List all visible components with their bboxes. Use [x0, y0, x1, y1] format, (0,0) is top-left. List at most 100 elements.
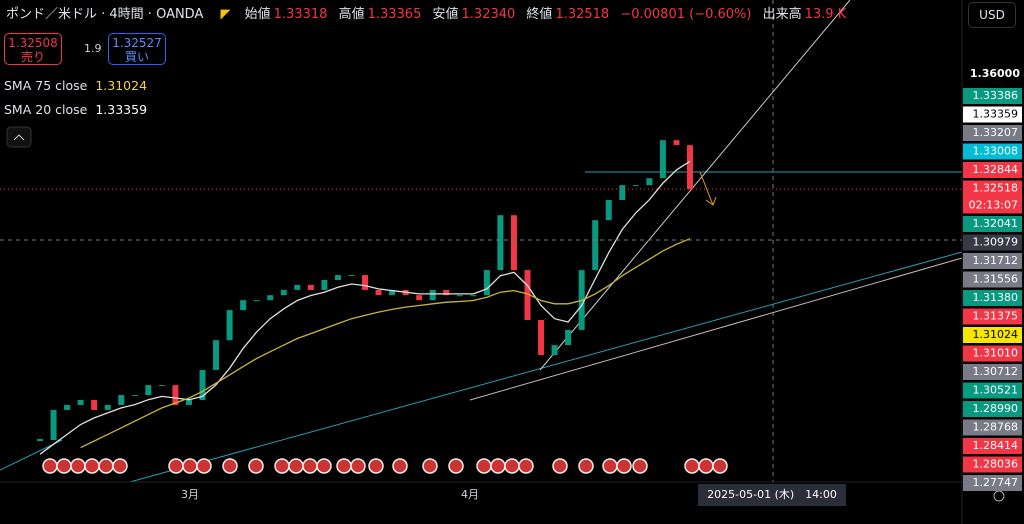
price-label: 1.30712 — [973, 365, 1019, 378]
price-label-bg — [963, 308, 1022, 325]
event-icon — [552, 458, 568, 474]
price-label-bg — [963, 290, 1022, 306]
event-icon — [302, 458, 318, 474]
price-label: 1.30521 — [973, 384, 1019, 397]
sell-button[interactable]: 1.32508 売り — [4, 33, 62, 65]
currency[interactable]: USD — [968, 2, 1016, 28]
candle — [267, 295, 274, 301]
price-label-bg — [963, 125, 1022, 141]
price-label: 1.30979 — [973, 236, 1019, 249]
price-label-bg — [963, 456, 1022, 473]
candle — [456, 295, 463, 297]
spread: 1.9 — [84, 42, 102, 55]
event-icon — [196, 458, 212, 474]
event-icon — [518, 458, 534, 474]
price-label: 1.33008 — [973, 145, 1019, 158]
price-label: 1.31375 — [973, 310, 1019, 323]
event-icon — [578, 458, 594, 474]
price-label-bg — [963, 271, 1022, 288]
candle — [497, 215, 504, 271]
candle — [443, 289, 450, 296]
label: 安値 — [432, 7, 459, 22]
price-label: 1.31712 — [973, 254, 1019, 267]
y-tick-label: 1.36000 — [970, 67, 1020, 80]
candle — [551, 345, 558, 356]
sell-label: 売り — [20, 50, 45, 64]
candle — [334, 275, 341, 281]
event-icon — [616, 458, 632, 474]
price-label-bg — [963, 364, 1022, 380]
event-icon — [476, 458, 492, 474]
candle — [172, 385, 179, 405]
label: 出来高 — [762, 7, 802, 22]
price-label: 1.27747 — [973, 476, 1019, 489]
price-label: 1.31556 — [973, 273, 1019, 286]
x-tick-label: 3月 — [181, 488, 199, 501]
candle — [104, 404, 111, 410]
candle — [213, 340, 220, 370]
candle — [185, 400, 192, 405]
candle — [158, 385, 165, 387]
price-label-bg — [963, 438, 1022, 454]
buy-price: 1.32527 — [112, 36, 162, 50]
price-label-bg — [963, 88, 1022, 104]
event-icon — [602, 458, 618, 474]
candle — [470, 295, 477, 297]
event-icon — [222, 458, 238, 474]
buy-button[interactable]: 1.32527 買い — [108, 33, 166, 65]
value: 1.33318 — [273, 7, 328, 22]
candle — [389, 289, 396, 296]
buy-label: 買い — [124, 50, 149, 64]
candle — [199, 369, 206, 401]
event-icon — [336, 458, 352, 474]
price-label-bg — [963, 234, 1022, 251]
chevron — [13, 134, 25, 141]
price-label: 1.31380 — [973, 291, 1019, 304]
event-icon — [422, 458, 438, 474]
candle — [687, 145, 693, 190]
candle — [50, 409, 57, 441]
candle — [145, 385, 152, 396]
candle — [565, 329, 572, 346]
price-label: 1.33207 — [973, 126, 1019, 139]
candle — [375, 289, 382, 296]
value: 1.33365 — [367, 7, 422, 22]
header: ポンド／米ドル · 4時間 · OANDA ◤ 始値 1.33318 高値 1.33… — [6, 3, 853, 22]
price-label-bg — [963, 475, 1022, 491]
event-icon — [182, 458, 198, 474]
price-label: 1.28990 — [973, 402, 1019, 415]
crosshair-label-bg — [698, 484, 846, 506]
event-icon — [490, 458, 506, 474]
price-label-bg — [963, 143, 1022, 160]
settings-icon[interactable] — [993, 490, 1005, 502]
event-icon — [98, 458, 114, 474]
label: 始値 — [244, 7, 271, 22]
candle — [294, 284, 301, 290]
candle — [646, 178, 653, 186]
price-label-bg — [963, 419, 1022, 436]
collapse-button[interactable] — [6, 126, 32, 148]
event-icon — [712, 458, 728, 474]
event-icon — [684, 458, 700, 474]
price-label-bg — [963, 106, 1022, 123]
candle — [538, 320, 545, 356]
candle — [348, 275, 355, 277]
price-label: 1.32844 — [973, 163, 1019, 176]
candle — [510, 215, 517, 271]
price-label-bg — [963, 401, 1022, 417]
price-label: 1.33386 — [973, 89, 1019, 102]
price-label: 1.31024 — [973, 328, 1019, 341]
candle — [483, 270, 490, 296]
candle — [91, 400, 98, 410]
indicator-name: SMA 75 close — [4, 78, 88, 93]
candle — [253, 300, 260, 302]
candle — [673, 140, 680, 146]
price-label: 1.28036 — [973, 458, 1019, 471]
event-icon — [504, 458, 520, 474]
candle — [429, 289, 436, 301]
candle — [77, 400, 84, 405]
price-label-bg — [963, 327, 1022, 343]
label: 終値 — [526, 7, 553, 22]
event-icon — [84, 458, 100, 474]
